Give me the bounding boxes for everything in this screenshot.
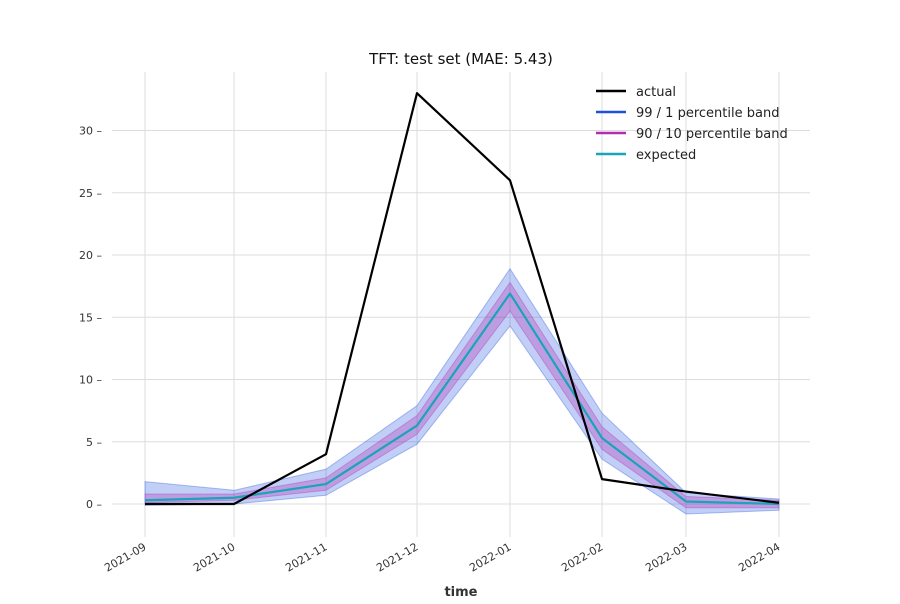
y-tick-label: 10 – bbox=[79, 374, 102, 387]
x-tick-label: 2021-11 bbox=[283, 540, 329, 574]
chart-title: TFT: test set (MAE: 5.43) bbox=[368, 50, 553, 68]
band-99-1 bbox=[144, 267, 780, 515]
series-line-actual bbox=[145, 92, 780, 506]
y-tick-label: 25 – bbox=[79, 187, 102, 200]
y-tick-label: 30 – bbox=[79, 125, 102, 138]
x-tick-label: 2022-03 bbox=[643, 540, 689, 574]
legend: actual 99 / 1 percentile band 90 / 10 perc… bbox=[596, 85, 788, 163]
bands bbox=[144, 267, 780, 515]
series-lines bbox=[144, 92, 780, 506]
x-tick-label: 2021-10 bbox=[191, 540, 237, 574]
x-tick-label: 2022-01 bbox=[467, 540, 513, 574]
x-axis-ticks: 2021-09 2021-10 2021-11 2021-12 2022-01 2022-… bbox=[102, 540, 782, 574]
x-tick-label: 2022-02 bbox=[559, 540, 605, 574]
y-tick-label: 5 – bbox=[86, 436, 102, 449]
grid bbox=[112, 72, 810, 537]
legend-label: expected bbox=[636, 148, 696, 163]
x-tick-label: 2021-09 bbox=[102, 540, 148, 574]
y-tick-label: 20 – bbox=[79, 249, 102, 262]
band-90-10 bbox=[144, 281, 780, 509]
legend-label: 99 / 1 percentile band bbox=[636, 106, 779, 121]
legend-label: actual bbox=[636, 85, 676, 100]
x-tick-label: 2022-04 bbox=[736, 540, 782, 574]
series-line-expected bbox=[144, 292, 780, 506]
y-axis-ticks: 0 – 5 – 10 – 15 – 20 – 25 – 30 – bbox=[79, 125, 102, 512]
legend-label: 90 / 10 percentile band bbox=[636, 127, 788, 142]
x-axis-label: time bbox=[444, 585, 477, 600]
x-tick-label: 2021-12 bbox=[374, 540, 420, 574]
y-tick-label: 15 – bbox=[79, 311, 102, 324]
y-tick-label: 0 – bbox=[86, 498, 102, 511]
